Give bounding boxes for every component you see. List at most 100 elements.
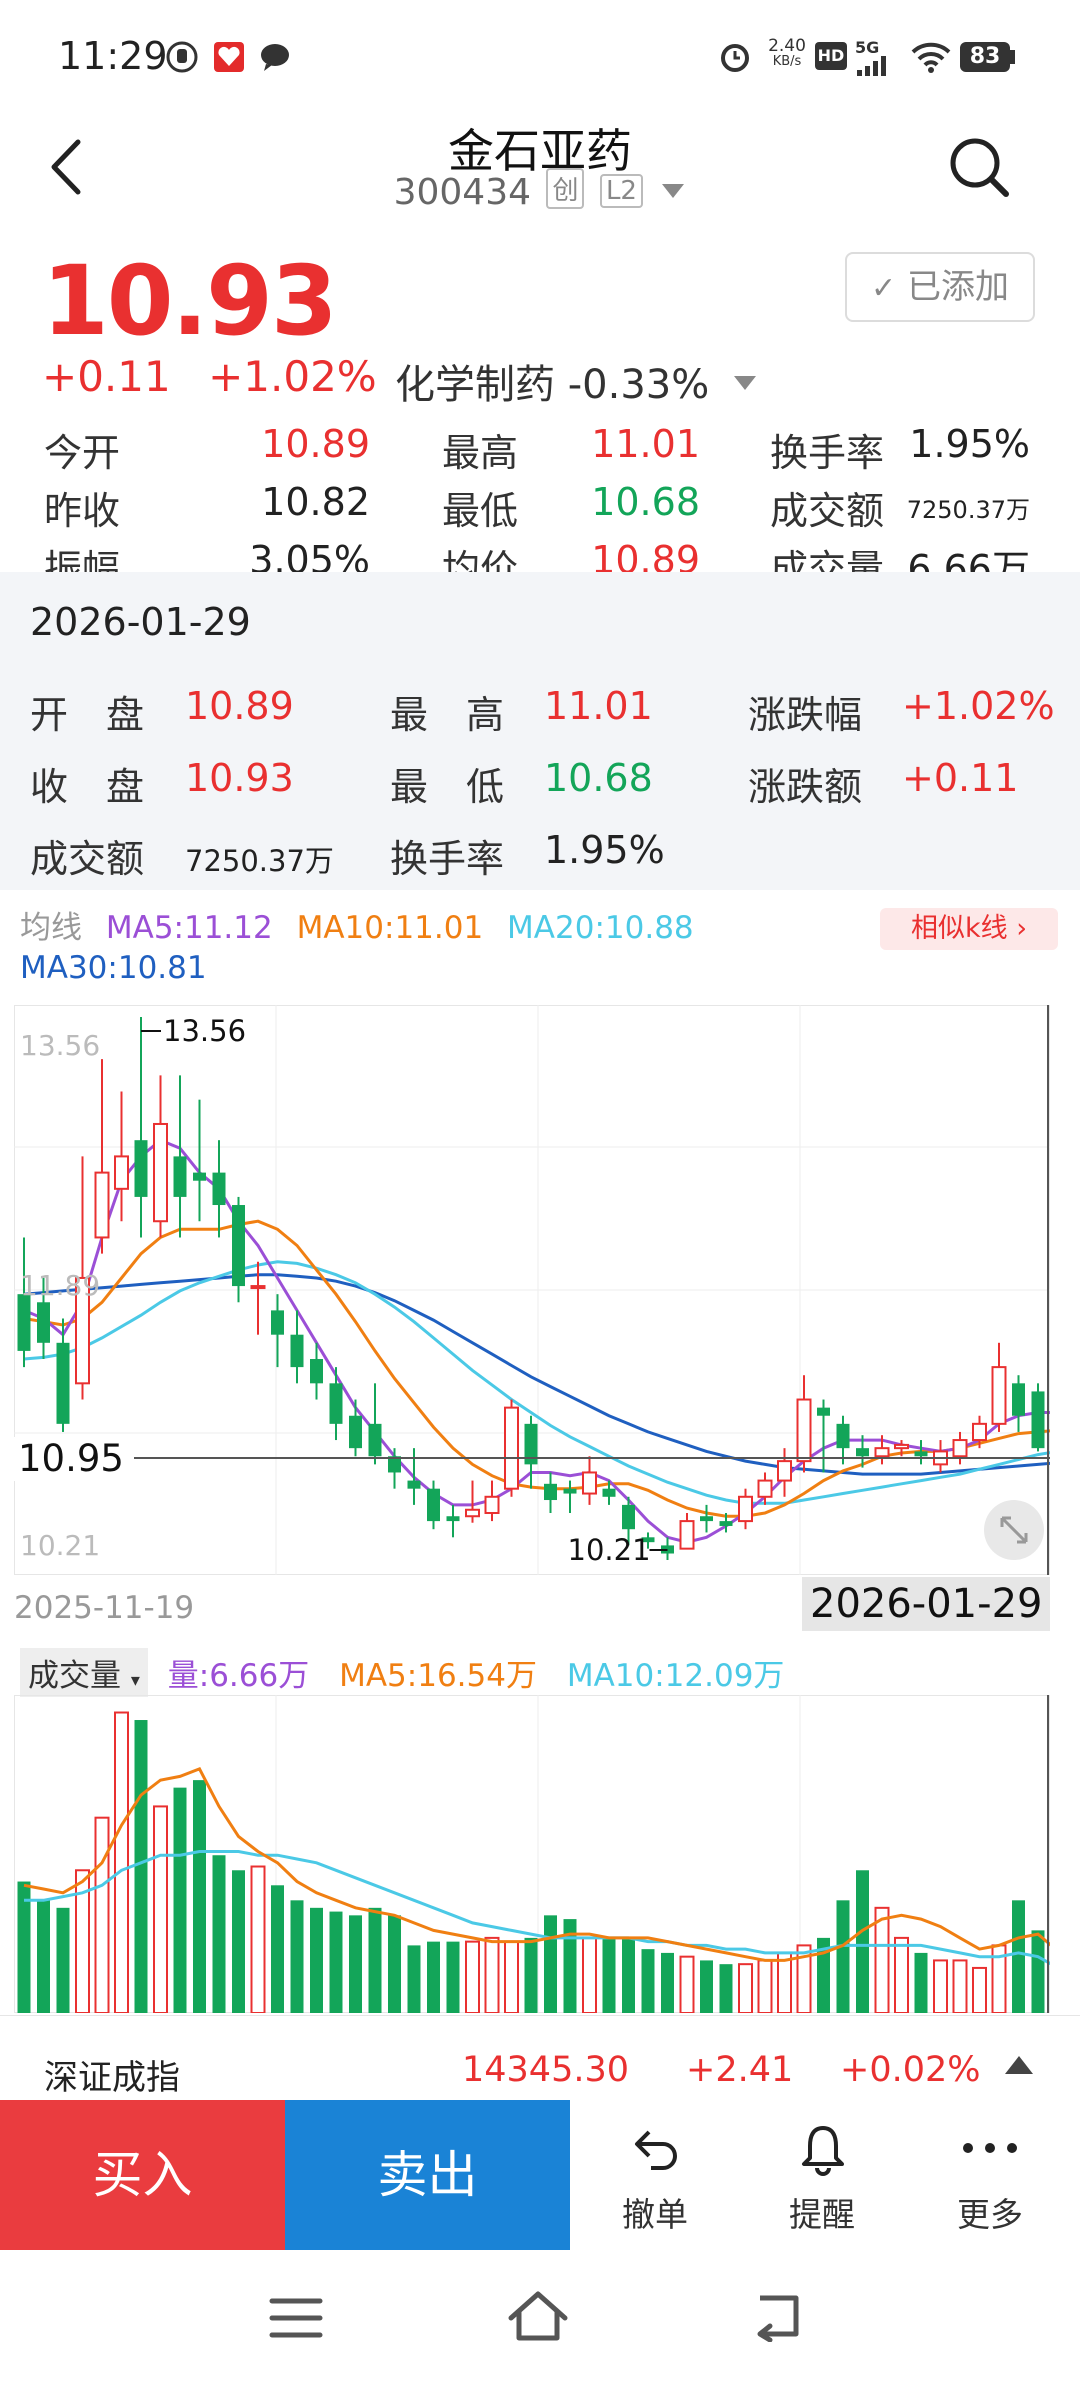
volume-bar [329,1911,343,2013]
ma-legend-title: 均线 [20,910,82,946]
stock-code-row[interactable]: 300434 创 L2 [0,168,1080,213]
candle-body [134,1140,148,1197]
index-ticker-bar[interactable]: 深证成指 14345.30 +2.41 +0.02% [0,2015,1080,2115]
volume-bar [1031,1930,1045,2013]
candle-body [368,1423,382,1457]
candle-body [796,1398,812,1463]
ma20-value: MA20:10.88 [507,910,694,946]
candle-body [836,1423,850,1449]
check-icon: ✓ [871,271,897,306]
stock-code: 300434 [393,172,532,213]
change-row: +0.11 +1.02% [42,352,401,401]
detail-label: 成交额 [30,837,145,881]
quote-label: 均价 [442,547,519,572]
added-watchlist-button[interactable]: ✓ 已添加 [845,252,1035,322]
quote-value: 10.89 [261,422,370,466]
volume-bar [310,1907,323,2013]
quote-label: 最高 [442,431,519,475]
expand-up-icon[interactable] [1005,2056,1033,2074]
quote-value: 7250.37万 [906,496,1030,524]
kline-grid [14,1005,1050,1575]
detail-pct: +1.02% [902,684,1055,728]
volume-ma-lines [23,1767,1050,1966]
volume-ma5: MA5:16.54万 [339,1658,537,1694]
sell-button[interactable]: 卖出 [285,2100,570,2250]
candle-body [94,1171,110,1239]
volume-bar [894,1936,909,2013]
ma5-value: MA5:11.12 [105,910,273,946]
candle-body [602,1488,616,1497]
trade-action-bar: 买入 卖出 撤单 提醒 更多 [0,2100,1080,2250]
chevron-down-icon [733,376,756,390]
candle-body [641,1537,655,1543]
candle-body [388,1456,401,1473]
candle-body [427,1488,440,1522]
candle-body [232,1205,245,1287]
volume-bar [544,1915,557,2013]
volume-bar [914,1952,928,2013]
vol_ma5-line [23,1767,1050,1962]
volume-bar [94,1816,110,2013]
alert-button[interactable]: 提醒 [752,2120,892,2240]
candle-detail-panel: 2026-01-29 开 盘 10.89 最 高 11.01 涨跌幅 +1.02… [0,572,1080,890]
more-label: 更多 [957,2195,1023,2234]
candle-body [757,1479,773,1498]
candle-body [56,1342,70,1424]
candle-body [738,1495,753,1523]
volume-chart[interactable] [14,1695,1050,2013]
volume-bar [874,1906,890,2013]
sector-name: 化学制药 [395,362,555,408]
signal-icon [857,56,886,76]
candle-body [173,1156,187,1197]
menu-icon[interactable] [268,2295,324,2341]
more-button[interactable]: 更多 [920,2120,1060,2240]
board-tag: 创 [546,168,585,209]
detail-chg: +0.11 [902,756,1019,800]
status-bar: 11:29 2.40 KB/s HD 5G 83 [0,0,1080,110]
chart-cursor-date: 2026-01-29 [802,1577,1051,1631]
axis-top-label: 13.56 [20,1029,100,1062]
candle-body [271,1310,284,1335]
candle-body [719,1521,733,1526]
detail-label: 涨跌额 [748,765,863,809]
status-time: 11:29 [58,34,168,78]
chevron-down-icon [662,184,685,198]
volume-bar [738,1963,753,2013]
volume-bar [952,1959,968,2013]
volume-bar [290,1900,304,2013]
candle-body [114,1155,129,1190]
high-marker-label: 13.56 [163,1014,246,1048]
candle-body [17,1294,31,1351]
index-change-pct: +0.02% [840,2050,981,2090]
kline-chart[interactable]: 13.56 11.89 10.21 13.56 10.21 10.95 [14,1005,1050,1575]
buy-button[interactable]: 买入 [0,2100,285,2250]
back-button[interactable] [40,132,100,202]
detail-amount: 7250.37万 [185,844,334,878]
quote-value: 3.05% [249,538,370,572]
wifi-icon [911,42,951,73]
app-red-icon [214,42,244,72]
ma5-line [23,1138,1050,1544]
sector-row[interactable]: 化学制药 -0.33% [395,352,758,410]
candle-body [290,1334,304,1368]
candle-body [972,1422,987,1442]
detail-label: 涨跌幅 [748,693,863,737]
index-change: +2.41 [686,2050,794,2090]
undo-icon [635,2130,677,2170]
cursor-price-box [14,1437,134,1481]
volume-indicator-selector[interactable]: 成交量 ▾ [20,1648,148,1697]
chevron-down-icon: ▾ [130,1670,140,1691]
similar-kline-button[interactable]: 相似k线 › [880,908,1058,950]
volume-bar [232,1870,245,2013]
cancel-order-button[interactable]: 撤单 [585,2120,725,2240]
price-change: +0.11 [42,352,171,401]
volume-bar [427,1941,440,2013]
price-change-pct: +1.02% [208,352,377,401]
ma-legend: 均线 MA5:11.12 MA10:11.01 MA20:10.88 MA30:… [20,908,880,988]
candle-body [544,1483,557,1501]
message-icon [261,44,289,71]
back-nav-icon[interactable] [750,2290,806,2342]
candle-body [679,1520,695,1550]
home-icon[interactable] [505,2288,571,2344]
search-button[interactable] [940,128,1020,208]
